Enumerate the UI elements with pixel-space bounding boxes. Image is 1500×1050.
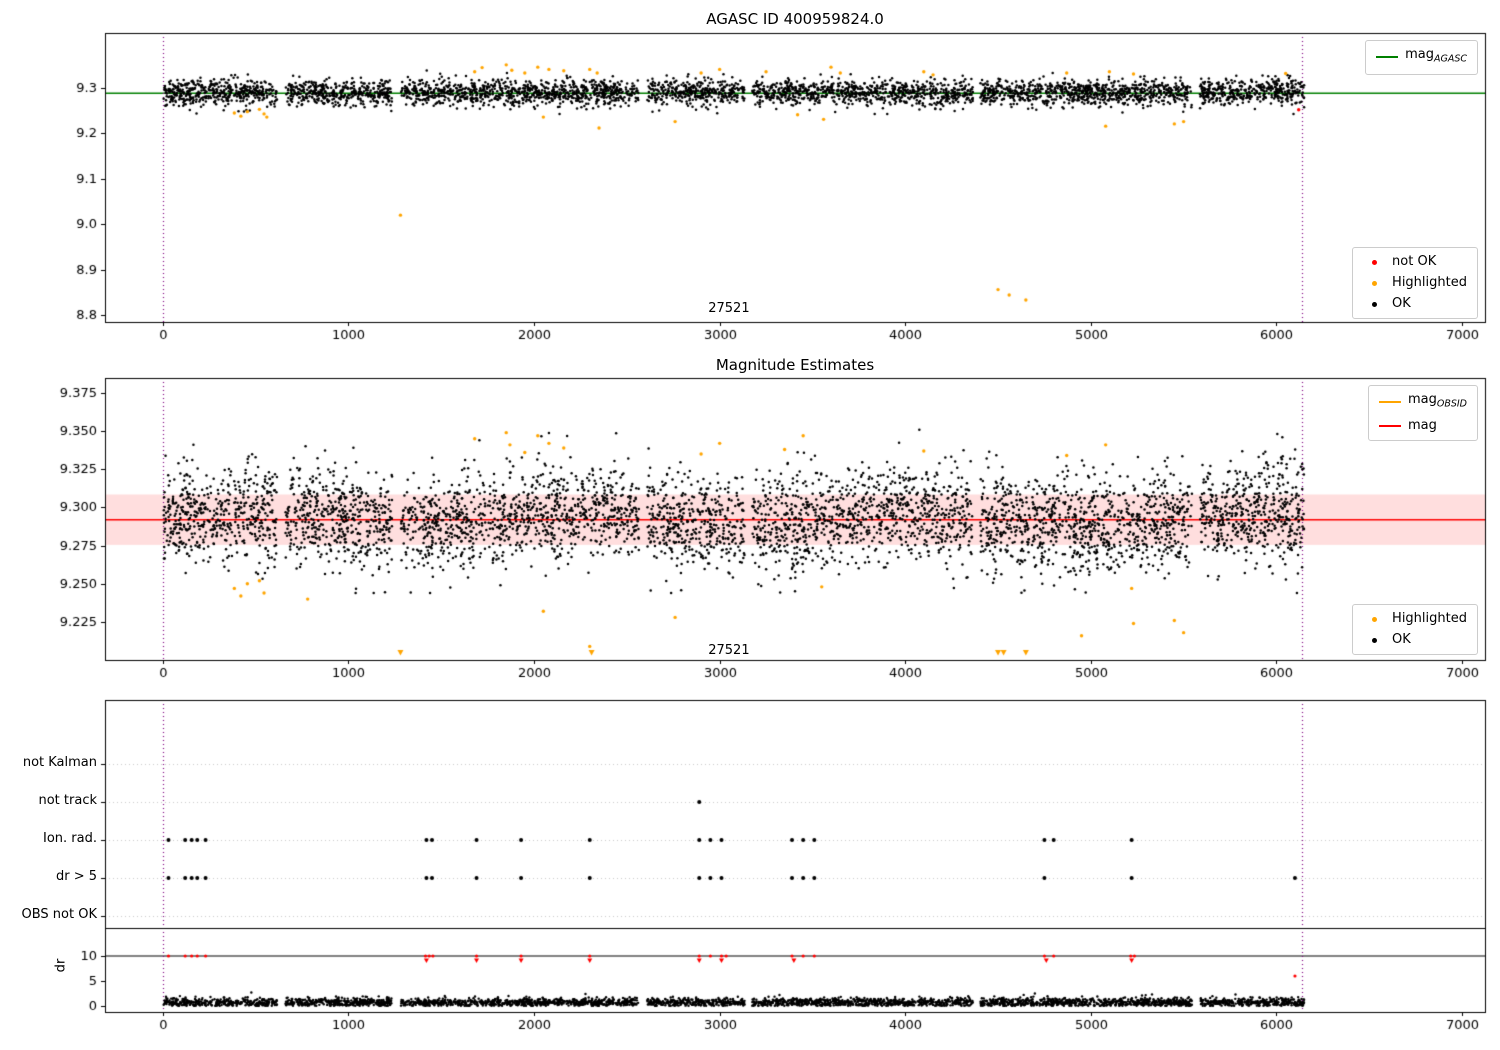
highlighted-marker-wrap [1363,280,1385,286]
legend-label-ok: OK [1392,632,1411,647]
mag-obsid-line-swatch [1378,401,1401,404]
legend-label-subscript: AGASC [1433,53,1467,65]
mag-line-swatch [1378,424,1401,427]
legend-label-text: mag [1407,392,1437,407]
legend-item-mag-obsid: magOBSID [1378,392,1467,413]
not-ok-marker-wrap [1363,259,1385,265]
plot1-obsid-annotation: 27521 [708,301,750,316]
legend-item-highlighted: Highlighted [1363,611,1467,627]
category-label-not-track: not track [38,793,97,808]
plot2-status-legend: Highlighted OK [1352,604,1478,655]
legend-item-not-ok: not OK [1363,254,1467,270]
highlighted-marker-wrap [1363,616,1385,622]
legend-label-mag: mag [1407,417,1437,433]
plot1-status-legend: not OK Highlighted OK [1352,247,1478,319]
mag-agasc-line-swatch [1376,56,1399,59]
legend-item-highlighted: Highlighted [1363,275,1467,291]
category-label-ion-rad: Ion. rad. [43,831,97,846]
category-label-not-kalman: not Kalman [22,755,97,770]
legend-label-highlighted: Highlighted [1392,275,1467,290]
legend-label-subscript: OBSID [1436,398,1467,410]
not-ok-dot-icon [1371,259,1377,265]
dr-axis-label: dr [53,958,69,973]
highlighted-dot-icon [1371,616,1377,622]
legend-item-ok: OK [1363,296,1467,312]
legend-label-mag-agasc: magAGASC [1405,47,1467,68]
legend-label-ok: OK [1392,296,1411,311]
category-label-dr-gt-5: dr > 5 [55,869,97,884]
highlighted-dot-icon [1371,280,1377,286]
ok-marker-wrap [1363,637,1385,643]
legend-item-ok: OK [1363,632,1467,648]
legend-label-highlighted: Highlighted [1392,611,1467,626]
plot1-line-legend: magAGASC [1365,40,1478,75]
plot2-obsid-annotation: 27521 [708,643,750,658]
legend-label-not-ok: not OK [1392,254,1437,269]
plot2-title: Magnitude Estimates [715,356,875,374]
ok-marker-wrap [1363,301,1385,307]
plot2-line-legend: magOBSID mag [1367,385,1478,441]
ok-dot-icon [1371,637,1377,643]
legend-label-text: mag [1405,47,1434,62]
ok-dot-icon [1371,301,1377,307]
legend-item-mag-agasc: magAGASC [1376,47,1467,68]
plot1-title: AGASC ID 400959824.0 [706,10,884,28]
category-label-obs-not-ok: OBS not OK [21,907,98,922]
legend-item-mag: mag [1378,417,1467,434]
legend-label-mag-obsid: magOBSID [1408,392,1467,413]
